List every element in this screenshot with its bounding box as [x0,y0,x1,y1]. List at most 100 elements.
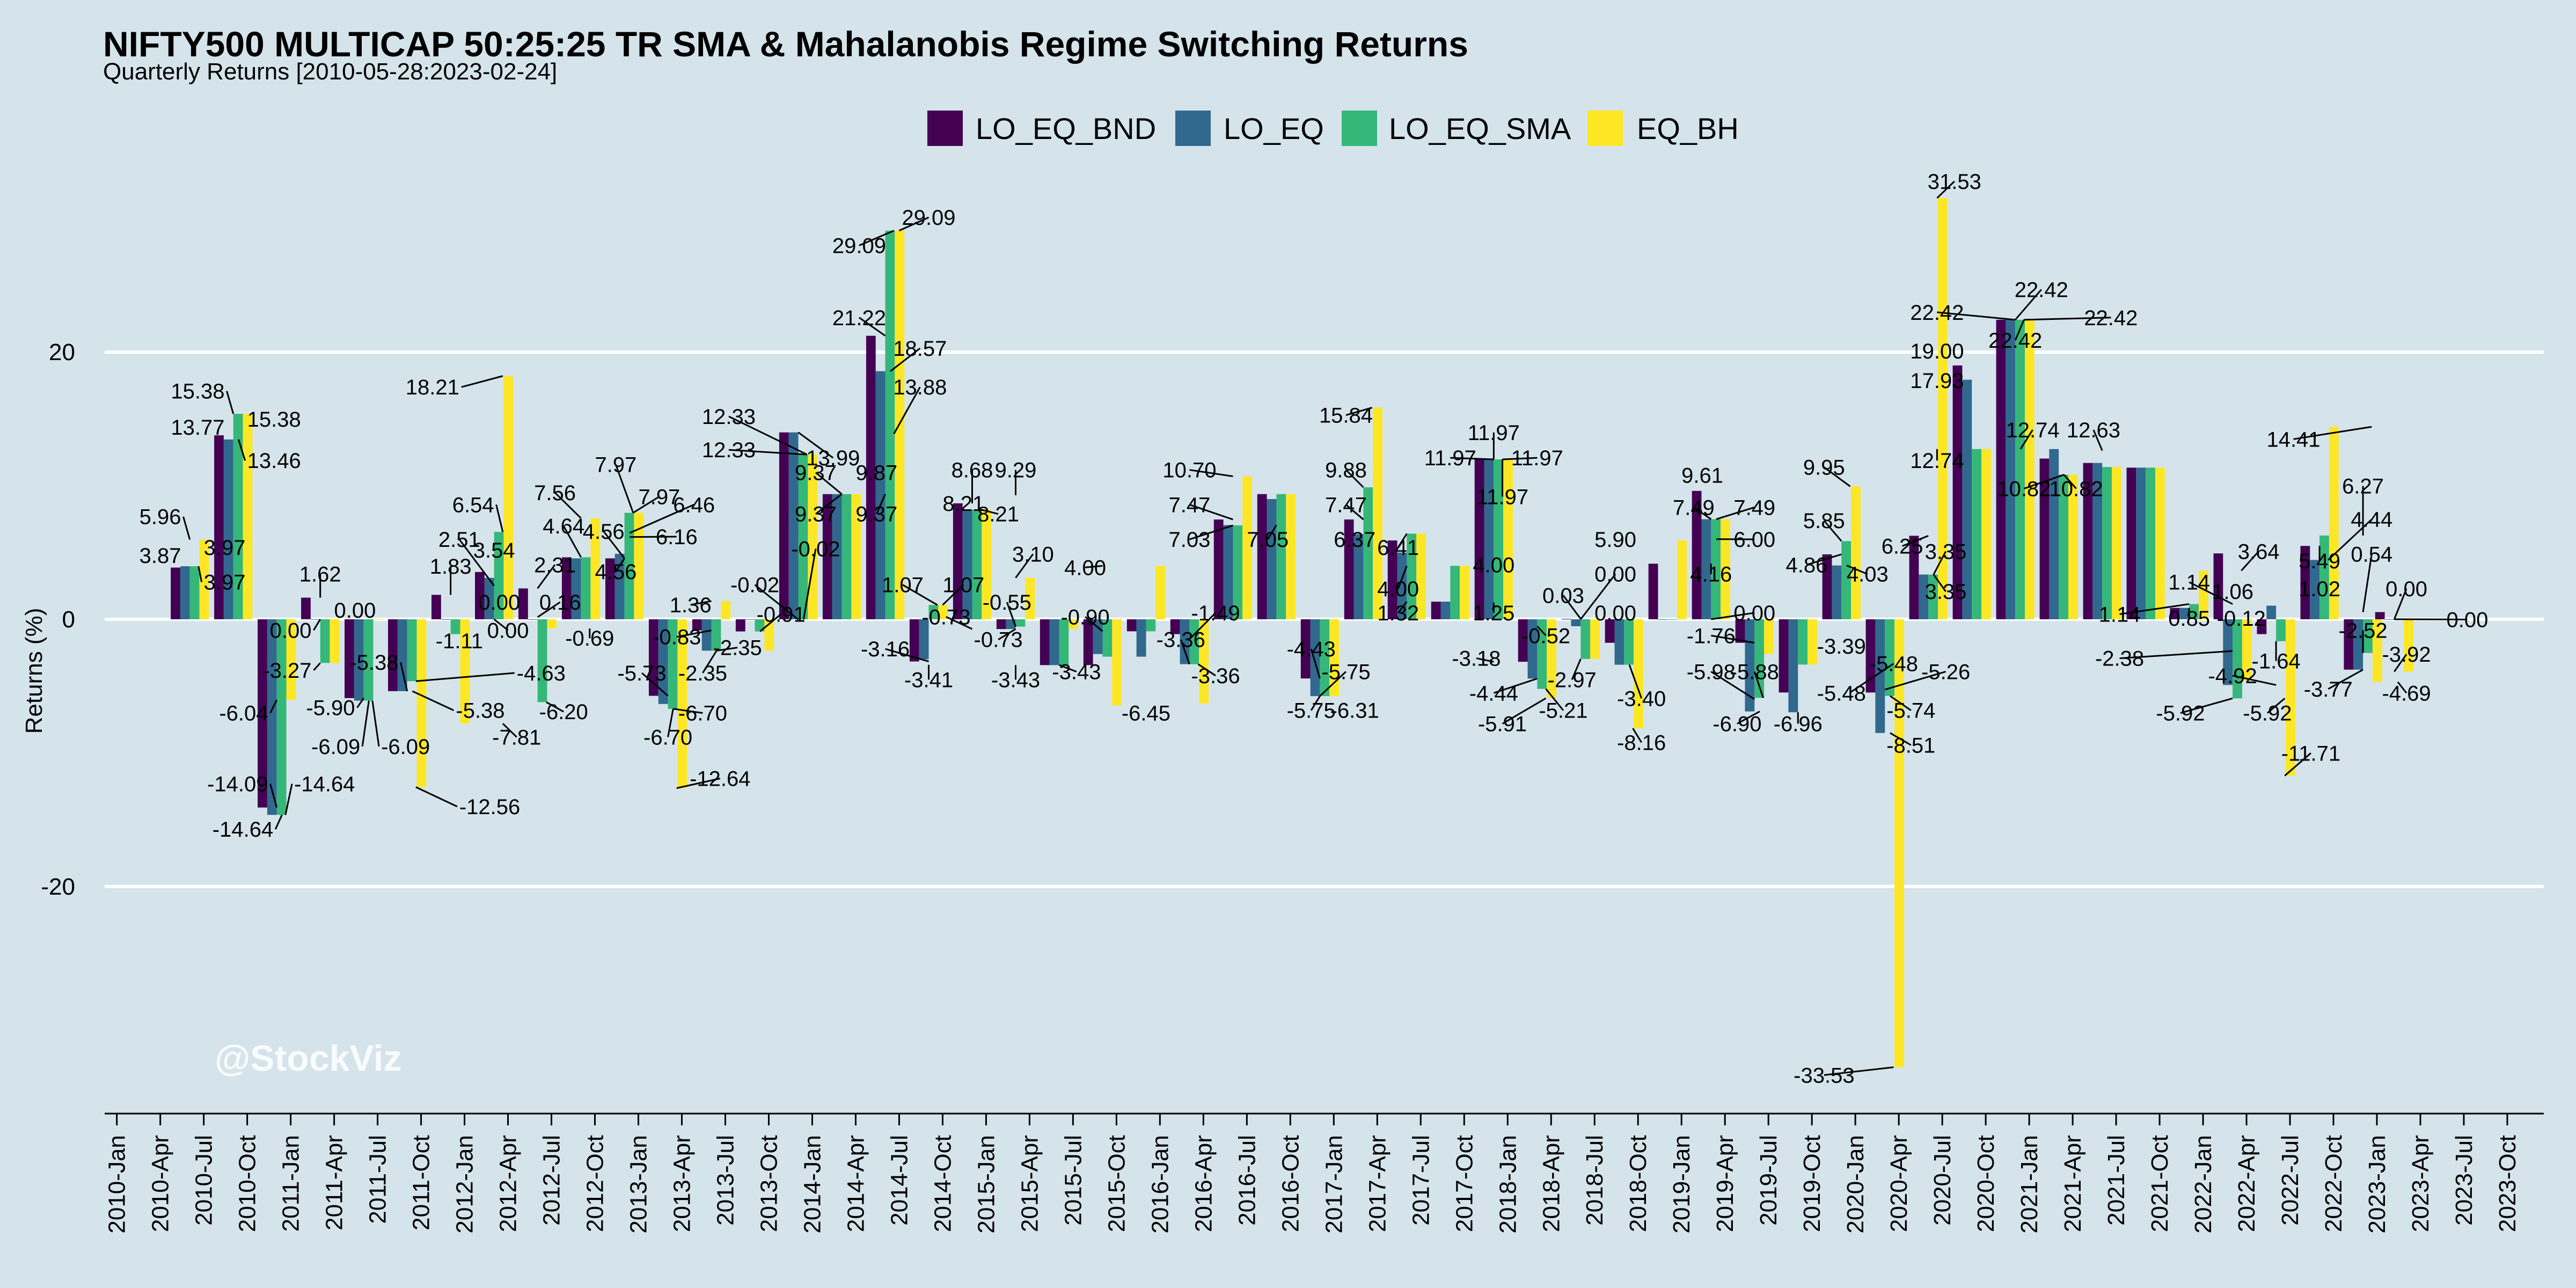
bar [624,513,634,619]
watermark: @StockViz [215,1038,402,1079]
bar [2353,619,2363,670]
bar [851,494,861,619]
data-label-leader [313,662,321,671]
bar [909,619,919,662]
data-label-leader [1319,671,1347,697]
data-label: 1.14 [2099,603,2141,626]
data-label: 7.49 [1673,496,1715,519]
data-label: 9.37 [795,462,837,485]
data-label-leader [546,701,564,713]
x-tick-label: 2018-Jul [1582,1135,1608,1226]
data-label-leader [2394,588,2407,620]
bar [1527,619,1538,679]
bar [2092,463,2103,619]
bar [2025,319,2035,619]
bar [547,619,557,629]
x-axis: 2010-Jan 2010-Apr 2010-Jul 2010-Oct 2011-Jan… [104,1113,2544,1233]
x-tick-label: 2018-Oct [1625,1135,1651,1232]
data-label-leader [2119,650,2233,660]
bar [2319,535,2329,619]
data-label: 11.97 [1511,447,1563,470]
data-label: -3.92 [2382,643,2431,667]
data-label: 6.46 [673,493,715,517]
data-label-leader [690,600,712,606]
data-label: -3.36 [1191,664,1240,688]
bar [214,435,224,619]
data-label: 1.25 [1473,602,1514,625]
bar [1059,619,1069,665]
data-label-leader [1936,180,1955,199]
bar [276,619,287,815]
bar [2242,619,2252,681]
data-label: 8.21 [977,503,1019,526]
bar [1614,619,1624,665]
x-tick-label: 2019-Oct [1799,1135,1825,1232]
data-label: -4.44 [1469,682,1518,705]
data-label: 7.03 [1169,528,1211,552]
data-label: 4.03 [1847,563,1889,587]
data-label-leader [859,230,895,246]
data-label-leader [502,723,517,738]
data-label-leader [1085,616,1103,632]
legend-swatch-eq-bh [1587,111,1623,146]
data-label-leader [415,786,458,808]
x-tick-label: 2013-Oct [756,1135,782,1232]
bar [1832,565,1842,619]
bar [484,577,494,619]
bar [1667,619,1678,620]
data-label: 3.97 [204,571,246,595]
x-tick-label: 2012-Jan [452,1135,478,1233]
data-label: 22.42 [2015,279,2068,302]
data-label: 7.97 [638,485,680,509]
data-label: -1.64 [2252,650,2301,674]
bar [1764,619,1774,654]
bar [2198,570,2208,619]
data-label-leader [1006,602,1016,627]
data-label: -5.91 [1478,713,1527,736]
x-tick-label: 2017-Apr [1364,1135,1391,1232]
bar [2083,463,2093,619]
data-label-leader [2241,551,2259,572]
data-label-leader [537,564,556,589]
data-label: 15.84 [1319,404,1373,428]
bar [1624,619,1634,665]
data-label-leader [759,613,782,632]
data-label-leader [458,539,495,587]
data-label-leader [197,566,203,582]
x-tick-label: 2010-Apr [148,1135,174,1232]
x-tick-label: 2014-Apr [843,1135,869,1232]
data-label: 0.00 [487,619,529,642]
legend-swatch-lo-eq-bnd [927,111,963,146]
bar [1474,459,1484,619]
bar [764,619,774,651]
x-tick-label: 2010-Jan [104,1135,130,1233]
x-tick-label: 2022-Oct [2321,1135,2347,1232]
data-label: -0.02 [730,574,779,597]
bar [2300,546,2310,619]
data-label: -12.56 [459,795,520,819]
bar [1199,619,1209,704]
data-label: -0.73 [974,628,1023,652]
data-label-leader [2328,518,2373,561]
bar [494,532,504,619]
data-label: -5.92 [2243,702,2292,726]
data-label-leader [1823,466,1851,487]
bar [1788,619,1798,713]
data-label: 1.62 [299,563,341,587]
bar [1701,519,1711,619]
x-tick-label: 2023-Jan [2364,1135,2390,1233]
data-label: 9.37 [855,503,897,526]
data-label: 9.88 [1325,459,1367,482]
chart-title: NIFTY500 MULTICAP 50:25:25 TR SMA & Maha… [103,24,1468,64]
data-label-leader [1450,457,1494,460]
data-label: 0.00 [478,591,520,614]
bar [711,619,721,651]
data-label: 14.41 [2266,428,2320,451]
bar [1547,619,1556,699]
bar [1735,619,1745,643]
data-label-leader [1476,657,1494,663]
x-tick-label: 2021-Apr [2060,1135,2086,1232]
bar [634,513,644,619]
data-label: 9.87 [855,462,897,485]
bar [841,494,852,619]
